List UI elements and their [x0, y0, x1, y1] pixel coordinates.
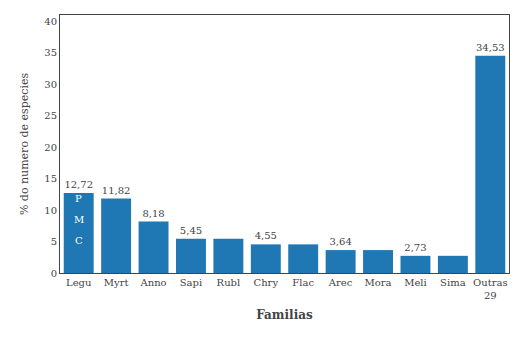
svg-text:8,18: 8,18 [142, 208, 164, 219]
svg-text:12,72: 12,72 [64, 179, 93, 190]
svg-text:3,64: 3,64 [329, 236, 351, 247]
svg-text:P: P [75, 193, 82, 204]
svg-text:20: 20 [44, 142, 57, 153]
svg-text:Rubl: Rubl [217, 277, 241, 288]
svg-text:Chry: Chry [254, 277, 279, 288]
svg-text:30: 30 [44, 79, 57, 90]
svg-text:2,73: 2,73 [404, 242, 426, 253]
svg-text:Familias: Familias [256, 308, 313, 322]
svg-text:5: 5 [51, 236, 57, 247]
svg-text:Anno: Anno [139, 277, 166, 288]
svg-text:M: M [74, 214, 84, 225]
svg-text:35: 35 [44, 47, 57, 58]
svg-text:Sapi: Sapi [180, 277, 202, 288]
svg-text:5,45: 5,45 [180, 225, 202, 236]
svg-text:Arec: Arec [328, 277, 353, 288]
svg-text:Mora: Mora [365, 277, 392, 288]
svg-text:34,53: 34,53 [476, 42, 505, 53]
svg-text:Legu: Legu [66, 277, 92, 288]
svg-text:% do numero de especies: % do numero de especies [18, 73, 31, 216]
svg-text:Myrt: Myrt [104, 277, 129, 288]
svg-text:40: 40 [44, 16, 57, 27]
svg-text:11,82: 11,82 [102, 185, 131, 196]
svg-text:Flac: Flac [292, 277, 314, 288]
svg-text:Outras29: Outras29 [473, 277, 508, 301]
svg-text:Meli: Meli [404, 277, 427, 288]
svg-text:Sima: Sima [440, 277, 466, 288]
svg-text:25: 25 [44, 110, 57, 121]
svg-text:0: 0 [51, 268, 57, 279]
svg-text:15: 15 [44, 173, 57, 184]
svg-text:10: 10 [44, 205, 57, 216]
svg-text:C: C [75, 235, 83, 246]
svg-text:4,55: 4,55 [255, 230, 277, 241]
